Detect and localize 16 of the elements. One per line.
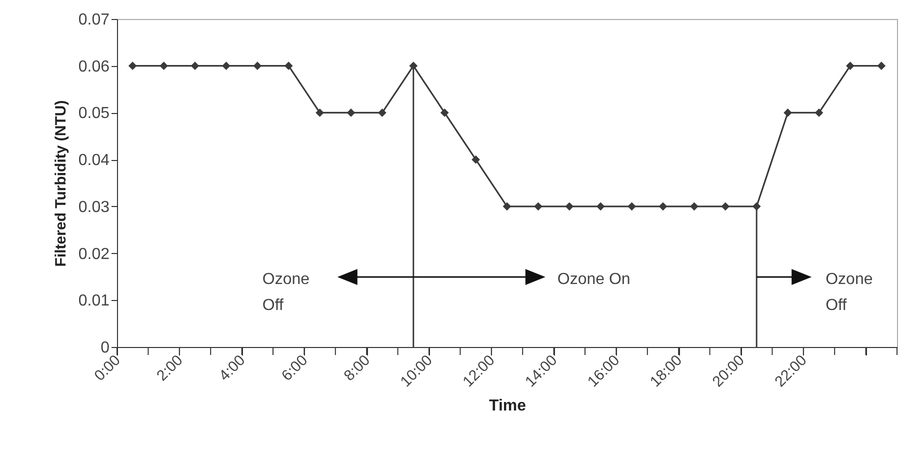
y-axis-title: Filtered Turbidity (NTU) xyxy=(52,100,70,267)
y-tick-label: 0.02 xyxy=(78,246,110,263)
y-tick-label: 0.01 xyxy=(78,292,110,310)
y-tick-label: 0.06 xyxy=(78,58,110,76)
x-tick-label: 6:00 xyxy=(278,352,312,385)
annotation: Ozone Off xyxy=(262,271,310,314)
y-tick-label: 0.07 xyxy=(78,12,110,28)
y-tick-label: 0.05 xyxy=(78,105,110,122)
y-tick-label: 0.04 xyxy=(78,152,110,170)
annotation: Ozone Off xyxy=(826,271,873,314)
x-tick-label: 4:00 xyxy=(216,352,249,385)
annotation: Ozone On xyxy=(557,271,630,288)
x-tick-label: 2:00 xyxy=(154,352,186,385)
y-tick-label: 0.03 xyxy=(78,198,110,216)
x-tick-label: 8:00 xyxy=(340,352,374,385)
x-axis-title: Time xyxy=(488,398,526,415)
